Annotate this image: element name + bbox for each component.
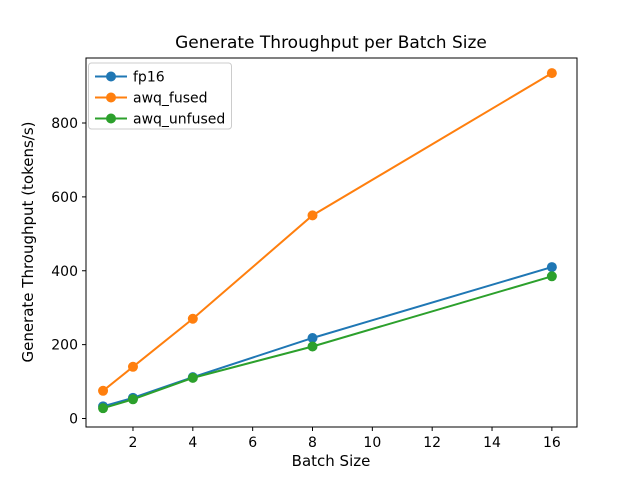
legend-marker-awq_fused bbox=[106, 92, 116, 103]
x-tick-label: 8 bbox=[308, 435, 317, 451]
series-awq_unfused-marker bbox=[98, 403, 109, 414]
legend-label-awq_fused: awq_fused bbox=[133, 91, 208, 107]
x-tick-label: 12 bbox=[423, 435, 441, 451]
series-awq_fused-marker bbox=[546, 68, 557, 79]
series-awq_fused-marker bbox=[98, 385, 109, 396]
legend: fp16 awq_fused awq_unfused bbox=[88, 62, 232, 130]
legend-box bbox=[88, 62, 232, 130]
legend-label-fp16: fp16 bbox=[133, 70, 165, 86]
series-awq_fused-marker bbox=[127, 361, 138, 372]
x-tick-label: 6 bbox=[248, 435, 257, 451]
y-tick-label: 0 bbox=[69, 412, 78, 428]
x-tick-label: 14 bbox=[483, 435, 501, 451]
series-fp16-marker bbox=[307, 332, 318, 343]
series-fp16-marker bbox=[546, 262, 557, 273]
axis-ticks: 2 4 6 8 10 12 14 16 0 200 400 600 800 bbox=[51, 116, 561, 451]
y-tick-label: 400 bbox=[51, 264, 78, 280]
y-tick-label: 200 bbox=[51, 338, 78, 354]
x-tick-label: 16 bbox=[543, 435, 561, 451]
y-tick-label: 600 bbox=[51, 190, 78, 206]
legend-label-awq_unfused: awq_unfused bbox=[133, 112, 225, 128]
x-tick-label: 4 bbox=[188, 435, 197, 451]
series-awq_unfused-marker bbox=[127, 394, 138, 405]
x-tick-label: 10 bbox=[363, 435, 381, 451]
series-awq_unfused-line bbox=[102, 275, 553, 410]
series-awq_unfused-marker bbox=[187, 372, 198, 383]
series-awq_fused-marker bbox=[307, 210, 318, 221]
series-awq_fused-marker bbox=[187, 313, 198, 324]
plot-area-border bbox=[85, 57, 578, 428]
x-axis-label: Batch Size bbox=[292, 452, 371, 470]
series-awq_unfused-marker bbox=[307, 341, 318, 352]
chart-title: Generate Throughput per Batch Size bbox=[175, 33, 487, 53]
data-series bbox=[98, 68, 557, 414]
y-axis-label: Generate Throughput (tokens/s) bbox=[19, 121, 37, 362]
y-tick-label: 800 bbox=[51, 116, 78, 132]
series-awq_unfused-marker bbox=[546, 271, 557, 282]
x-tick-label: 2 bbox=[129, 435, 138, 451]
legend-marker-awq_unfused bbox=[106, 113, 116, 124]
legend-marker-fp16 bbox=[106, 71, 116, 82]
